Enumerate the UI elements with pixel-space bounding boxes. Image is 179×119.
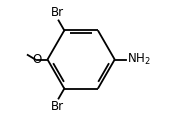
Text: Br: Br [51, 100, 64, 113]
Text: NH$_2$: NH$_2$ [127, 52, 150, 67]
Text: Br: Br [51, 6, 64, 19]
Text: O: O [32, 53, 42, 66]
